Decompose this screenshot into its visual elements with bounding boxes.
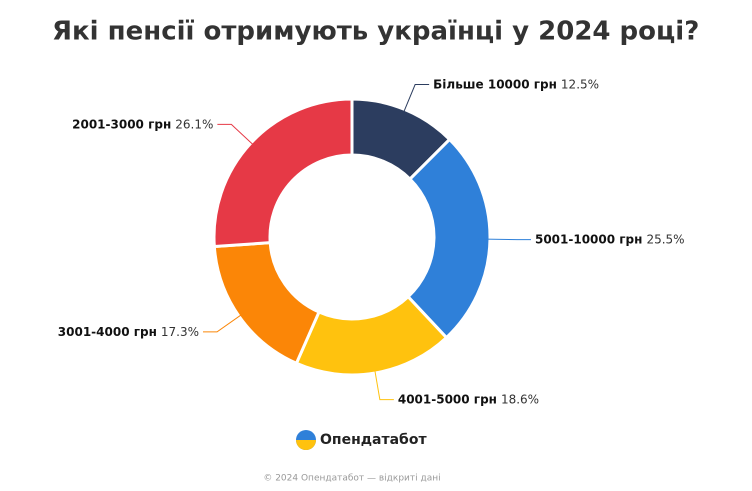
- slice-label: 5001-10000 грн 25.5%: [535, 232, 685, 246]
- leader-line: [217, 123, 261, 152]
- leader-line: [477, 238, 531, 241]
- slice-label: 3001-4000 грн 17.3%: [58, 324, 199, 338]
- category-label: 3001-4000 грн: [58, 324, 157, 338]
- value-label: 26.1%: [175, 117, 213, 131]
- category-label: 2001-3000 грн: [72, 117, 171, 131]
- value-label: 17.3%: [161, 324, 199, 338]
- slice-label: 2001-3000 грн 26.1%: [72, 117, 213, 131]
- value-label: 18.6%: [501, 392, 539, 406]
- donut-slice: [406, 137, 492, 340]
- footer: © 2024 Опендатабот — відкриті дані: [263, 474, 440, 484]
- value-label: 12.5%: [561, 77, 599, 91]
- leader-line: [399, 84, 430, 121]
- category-label: 5001-10000 грн: [535, 232, 642, 246]
- slice-label: 4001-5000 грн 18.6%: [398, 392, 539, 406]
- leader-line: [372, 361, 394, 401]
- slice-label: Більше 10000 грн 12.5%: [433, 77, 599, 91]
- chart-title: Які пенсії отримують українці у 2024 роц…: [52, 17, 699, 47]
- donut-slice: [212, 241, 321, 365]
- value-label: 25.5%: [646, 232, 684, 246]
- category-label: Більше 10000 грн: [433, 77, 557, 91]
- leader-line: [203, 309, 250, 333]
- category-label: 4001-5000 грн: [398, 392, 497, 406]
- donut-slice: [212, 97, 354, 249]
- brand-name: Опендатабот: [320, 432, 427, 448]
- brand-logo: [296, 430, 316, 450]
